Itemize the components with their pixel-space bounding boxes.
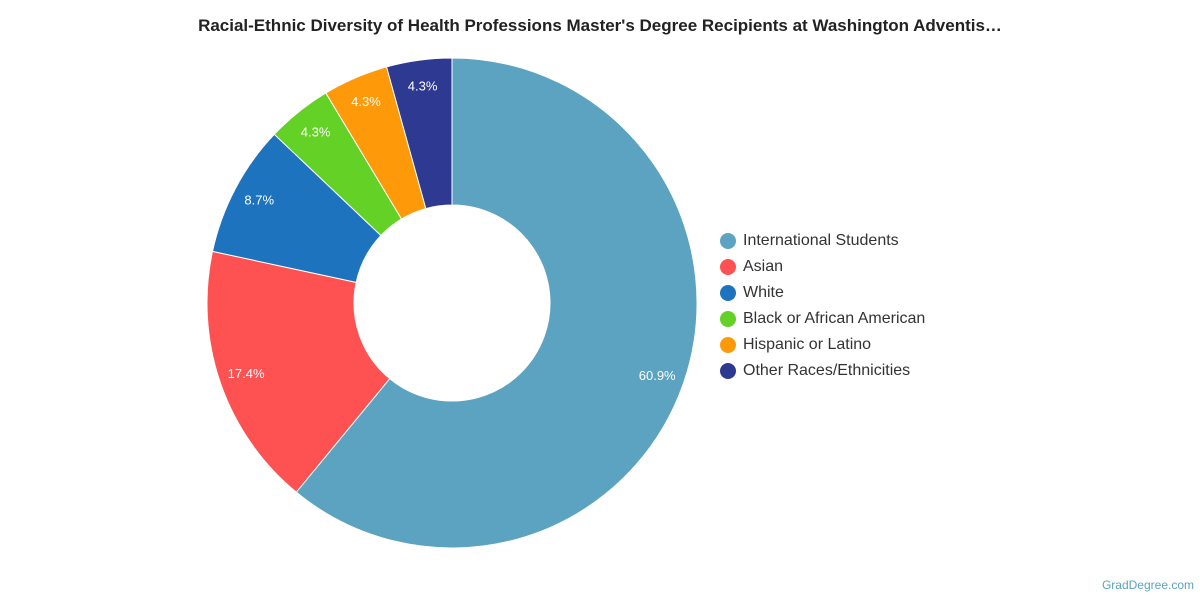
slice-international-students[interactable]: [295, 57, 698, 549]
slice-other-races-ethnicities[interactable]: [385, 57, 453, 210]
slice-label-other-races-ethnicities: 4.3%: [408, 78, 438, 93]
slice-label-asian: 17.4%: [228, 366, 265, 381]
watermark: GradDegree.com: [1101, 578, 1194, 592]
legend-swatch-icon: [720, 311, 736, 327]
donut-chart: 60.9% 17.4% 8.7% 4.3% 4.3% 4.3%: [206, 57, 698, 549]
legend-swatch-icon: [720, 363, 736, 379]
legend-item-white[interactable]: White: [720, 280, 925, 306]
legend-label: White: [743, 284, 784, 301]
slice-label-hispanic-or-latino: 4.3%: [351, 94, 381, 109]
legend-item-asian[interactable]: Asian: [720, 254, 925, 280]
legend-swatch-icon: [720, 233, 736, 249]
legend-label: Hispanic or Latino: [743, 336, 872, 353]
slice-label-black-or-african-american: 4.3%: [301, 124, 331, 139]
chart-title: Racial-Ethnic Diversity of Health Profes…: [198, 16, 1002, 35]
legend-swatch-icon: [720, 337, 736, 353]
legend-label: Black or African American: [743, 310, 926, 327]
legend-swatch-icon: [720, 285, 736, 301]
legend-item-other-races-ethnicities[interactable]: Other Races/Ethnicities: [720, 358, 925, 384]
legend-item-international-students[interactable]: International Students: [720, 228, 925, 254]
legend-item-hispanic-or-latino[interactable]: Hispanic or Latino: [720, 332, 925, 358]
slice-label-international-students: 60.9%: [639, 368, 676, 383]
slice-asian[interactable]: [206, 250, 391, 493]
legend-item-black-or-african-american[interactable]: Black or African American: [720, 306, 925, 332]
legend-label: Other Races/Ethnicities: [743, 362, 911, 379]
slice-label-white: 8.7%: [244, 193, 274, 208]
legend-swatch-icon: [720, 259, 736, 275]
slices-group: [206, 57, 698, 549]
legend-label: Asian: [743, 258, 784, 275]
legend: International Students Asian White Black or…: [720, 228, 925, 384]
slice-labels-group: 60.9% 17.4% 8.7% 4.3% 4.3% 4.3%: [228, 78, 676, 383]
legend-label: International Students: [743, 232, 899, 249]
